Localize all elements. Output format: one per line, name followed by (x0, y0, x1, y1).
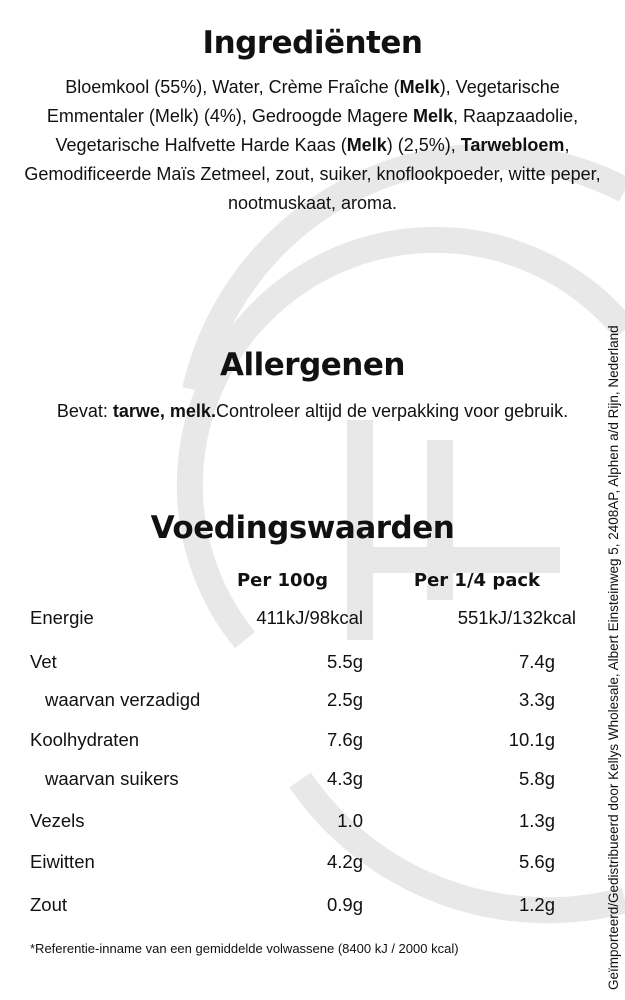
nutrient-label: Vezels (30, 810, 85, 831)
value-per-100g: 7.6g (326, 729, 363, 750)
ingredient-text: ), Vegetarische Emmentaler (Melk) (4%), … (46, 77, 560, 126)
nutrition-row: Vezels 1.0 1.3g (30, 810, 590, 840)
ingredient-text: ) (2,5%), (386, 135, 461, 155)
value-per-100g: 411kJ/98kcal (256, 607, 363, 628)
value-per-100g: 5.5g (326, 651, 363, 672)
header-per-pack: Per 1/4 pack (413, 570, 540, 591)
ingredients-title: Ingrediënten (202, 25, 423, 61)
footnote: *Referentie-inname van een gemiddelde vo… (30, 941, 459, 956)
value-per-pack: 5.6g (518, 851, 555, 872)
nutrition-row: waarvan suikers 4.3g 5.8g (30, 768, 590, 798)
value-per-pack: 551kJ/132kcal (457, 607, 576, 628)
nutrition-title: Voedingswaarden (150, 510, 455, 546)
nutrient-label: waarvan suikers (45, 768, 179, 789)
nutrition-row: Zout 0.9g 1.2g (30, 894, 590, 924)
ingredient-text: , Gemodificeerde Maïs Zetmeel, zout, sui… (24, 135, 601, 213)
ingredient-text: , Raapzaadolie, Vegetarische Halfvette H… (55, 106, 579, 155)
allergen-highlight: Melk (346, 135, 387, 155)
nutrient-label: Energie (30, 607, 94, 628)
nutrient-label: Koolhydraten (30, 729, 140, 750)
allergens-prefix: Bevat: (56, 401, 113, 421)
allergens-text: Bevat: tarwe, melk.Controleer altijd de … (20, 397, 605, 426)
ingredients-text: Bloemkool (55%), Water, Crème Fraîche (M… (20, 73, 605, 218)
value-per-pack: 1.2g (518, 894, 555, 915)
importer-text: Geïmporteerd/Gedistribueerd door Kellys … (606, 325, 621, 990)
value-per-pack: 1.3g (518, 810, 555, 831)
nutrition-row: waarvan verzadigd 2.5g 3.3g (30, 689, 590, 719)
value-per-pack: 7.4g (518, 651, 555, 672)
allergens-list: tarwe, melk. (112, 401, 216, 421)
value-per-100g: 2.5g (326, 689, 363, 710)
value-per-100g: 1.0 (337, 810, 363, 831)
value-per-100g: 4.3g (326, 768, 363, 789)
nutrient-label: Vet (30, 651, 57, 672)
nutrition-row: Energie 411kJ/98kcal 551kJ/132kcal (30, 607, 590, 637)
header-per-100g: Per 100g (236, 570, 328, 591)
ingredient-text: Bloemkool (55%), Water, Crème Fraîche ( (65, 77, 400, 97)
allergen-highlight: Melk (399, 77, 440, 97)
value-per-100g: 4.2g (326, 851, 363, 872)
allergens-title: Allergenen (220, 347, 405, 383)
nutrient-label: waarvan verzadigd (45, 689, 201, 710)
nutrient-label: Eiwitten (30, 851, 95, 872)
value-per-pack: 10.1g (508, 729, 555, 750)
allergens-suffix: Controleer altijd de verpakking voor geb… (215, 401, 569, 421)
nutrition-row: Koolhydraten 7.6g 10.1g (30, 729, 590, 759)
allergen-highlight: Melk (413, 106, 454, 126)
value-per-100g: 0.9g (326, 894, 363, 915)
allergen-highlight: Tarwebloem (460, 135, 565, 155)
nutrient-label: Zout (30, 894, 68, 915)
nutrition-row: Vet 5.5g 7.4g (30, 651, 590, 681)
nutrition-row: Eiwitten 4.2g 5.6g (30, 851, 590, 881)
value-per-pack: 3.3g (518, 689, 555, 710)
value-per-pack: 5.8g (518, 768, 555, 789)
